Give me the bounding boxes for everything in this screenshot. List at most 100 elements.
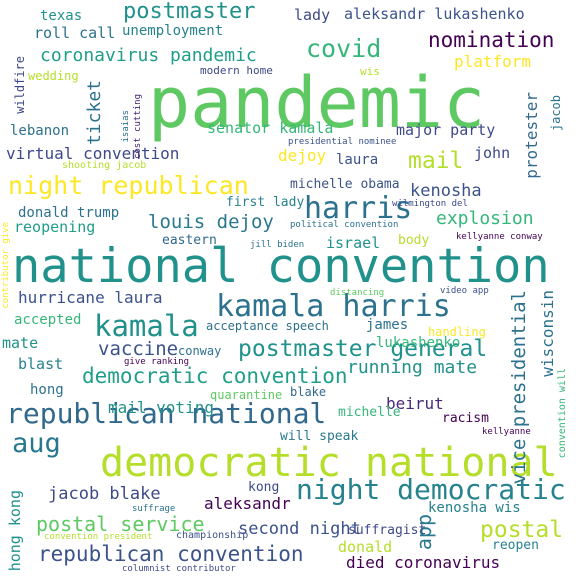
word-postmaster-general: postmaster general <box>238 336 488 362</box>
word-jill-biden: jill biden <box>250 240 305 250</box>
word-isaias: isaias <box>121 110 131 143</box>
word-louis-dejoy: louis dejoy <box>148 211 274 233</box>
word-lukashenko: lukashenko <box>376 335 461 351</box>
word-nomination: nomination <box>428 28 555 52</box>
word-suffragist: suffragist <box>348 523 427 538</box>
word-political-convention: political convention <box>290 220 399 230</box>
word-michelle-obama: michelle obama <box>290 177 400 192</box>
word-wilmington-del: wilmington del <box>392 199 468 209</box>
word-handling: handling <box>428 325 486 339</box>
word-night-democratic: night democratic <box>296 473 566 506</box>
word-coronavirus-pandemic: coronavirus pandemic <box>40 45 257 66</box>
word-aleksandr-lukashenko: aleksandr lukashenko <box>344 5 525 23</box>
word-vice-presidential: vice presidential <box>508 290 530 485</box>
word-aleksandr: aleksandr <box>204 494 291 513</box>
word-republican-convention: republican convention <box>38 542 304 566</box>
word-michelle: michelle <box>338 405 401 420</box>
word-will-speak: will speak <box>280 429 359 444</box>
word-john: john <box>474 144 511 162</box>
word-give-ranking: give ranking <box>124 357 190 367</box>
word-postal-service: postal service <box>36 512 205 536</box>
word-reopen: reopen <box>492 538 539 553</box>
word-laura: laura <box>336 152 379 168</box>
word-running-mate: running mate <box>347 357 478 378</box>
word-accepted: accepted <box>14 312 82 328</box>
word-eastern: eastern <box>162 233 217 248</box>
word-lady: lady <box>294 6 331 24</box>
word-night-republican: night republican <box>8 171 249 200</box>
word-pandemic: pandemic <box>148 62 486 144</box>
word-postal: postal <box>480 517 564 543</box>
word-modern-home: modern home <box>200 64 273 77</box>
word-presidential-nominee: presidential nominee <box>288 137 397 147</box>
word-explosion: explosion <box>436 208 534 229</box>
word-blake: blake <box>290 385 327 399</box>
word-democratic-national: democratic national <box>100 440 558 486</box>
word-second-night: second night <box>238 519 361 539</box>
word-convention-will: convention will <box>557 368 568 459</box>
word-donald: donald <box>338 538 393 556</box>
word-democratic-convention: democratic convention <box>82 364 348 388</box>
word-jacob-blake: jacob blake <box>48 484 161 504</box>
word-platform: platform <box>454 52 532 71</box>
word-video-app: video app <box>440 286 489 296</box>
word-ticket: ticket <box>84 80 105 146</box>
word-contributor-give: contributor give <box>1 222 11 309</box>
word-donald-trump: donald trump <box>18 205 120 221</box>
word-wisconsin: wisconsin <box>538 290 557 377</box>
word-championship: championship <box>176 530 249 541</box>
word-wildfire: wildfire <box>13 56 27 114</box>
word-israel: israel <box>326 234 381 252</box>
word-kenosha: kenosha <box>410 181 482 201</box>
word-quarantine: quarantine <box>210 388 283 402</box>
word-unemployment: unemployment <box>122 23 224 39</box>
word-suffrage: suffrage <box>132 504 176 514</box>
word-beirut: beirut <box>386 394 444 413</box>
word-major-party: major party <box>396 121 496 139</box>
word-national-convention: national convention <box>12 239 550 294</box>
word-vaccine: vaccine <box>98 338 179 360</box>
word-protester: protester <box>522 92 541 179</box>
word-james: james <box>366 317 409 333</box>
word-blast: blast <box>18 355 64 373</box>
word-hong-kong: hong kong <box>6 490 24 572</box>
word-body: body <box>398 233 430 248</box>
word-senator-kamala: senator kamala <box>207 119 334 137</box>
word-convention-president: convention president <box>44 532 153 542</box>
word-dejoy: dejoy <box>278 146 327 165</box>
word-wedding: wedding <box>28 69 79 83</box>
word-kamala: kamala <box>94 309 199 343</box>
word-roll-call: roll call <box>34 24 116 42</box>
word-cost-cutting: cost cutting <box>133 94 143 160</box>
word-virtual-convention: virtual convention <box>6 144 180 163</box>
word-aug: aug <box>12 428 61 459</box>
word-kellyanne-conway: kellyanne conway <box>456 232 543 242</box>
word-hong: hong <box>30 382 64 398</box>
word-acceptance-speech: acceptance speech <box>206 319 329 333</box>
word-jacob: jacob <box>549 95 563 132</box>
word-mate: mate <box>2 334 39 352</box>
word-distancing: distancing <box>330 288 385 298</box>
word-republican-national: republican national <box>6 397 327 430</box>
word-died-coronavirus: died coronavirus <box>346 553 501 572</box>
word-postmaster: postmaster <box>123 0 256 24</box>
word-reopening: reopening <box>14 218 96 236</box>
word-mail: mail <box>408 148 464 174</box>
word-conway: conway <box>178 344 222 358</box>
word-first-lady: first lady <box>226 195 305 210</box>
word-texas: texas <box>40 8 83 24</box>
word-kong: kong <box>248 480 280 495</box>
word-hurricane-laura: hurricane laura <box>18 288 163 307</box>
word-racism: racism <box>442 411 489 426</box>
word-wis: wis <box>360 65 380 78</box>
word-harris: harris <box>304 191 413 226</box>
word-lebanon: lebanon <box>10 123 70 139</box>
word-shooting-jacob: shooting jacob <box>62 160 147 171</box>
word-kamala-harris: kamala harris <box>216 289 451 324</box>
word-kellyanne: kellyanne <box>482 427 531 437</box>
word-covid: covid <box>306 34 382 63</box>
word-columnist-contributor: columnist contributor <box>122 564 236 574</box>
word-mail-voting: mail voting <box>108 398 214 417</box>
word-kenosha-wis: kenosha wis <box>428 500 521 516</box>
